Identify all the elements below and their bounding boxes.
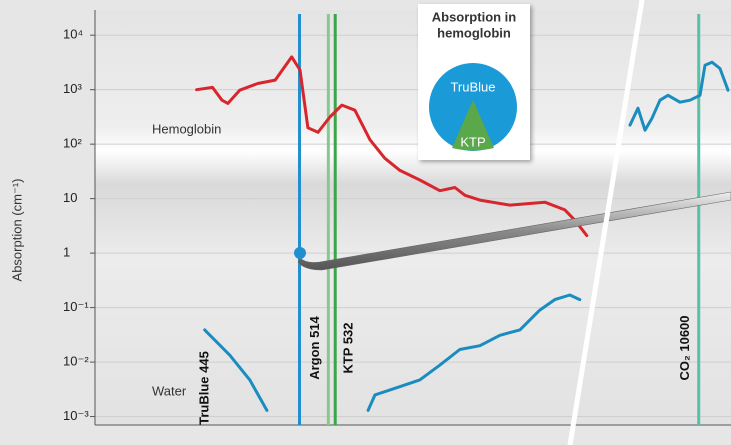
y-tick-label: 10² — [63, 136, 82, 151]
inset-label: TruBlue — [450, 79, 495, 94]
chart: Absorption (cm⁻¹) TruBlue 445 Argon 514 KT… — [0, 0, 731, 445]
y-tick-label: 1 — [63, 245, 70, 260]
y-tick-label: 10³ — [63, 81, 82, 96]
fiber-tip — [294, 247, 306, 259]
laser-label: CO₂ 10600 — [677, 315, 692, 380]
plot-background — [95, 10, 731, 425]
y-tick-label: 10⁻³ — [63, 408, 89, 423]
y-tick-label: 10⁻² — [63, 354, 89, 369]
water-label: Water — [152, 383, 187, 398]
inset-label: KTP — [460, 134, 485, 149]
laser-label: KTP 532 — [341, 322, 356, 373]
laser-label: TruBlue 445 — [196, 351, 211, 425]
inset-title: hemoglobin — [437, 25, 511, 40]
y-tick-label: 10 — [63, 190, 77, 205]
y-tick-label: 10⁻¹ — [63, 299, 89, 314]
y-tick-label: 10⁴ — [63, 27, 83, 42]
hemoglobin-label: Hemoglobin — [152, 121, 221, 136]
inset: Absorption in hemoglobin TruBlue KTP — [418, 4, 530, 160]
inset-title: Absorption in — [432, 9, 517, 24]
y-axis-label: Absorption (cm⁻¹) — [9, 179, 24, 282]
laser-label: Argon 514 — [307, 315, 322, 379]
